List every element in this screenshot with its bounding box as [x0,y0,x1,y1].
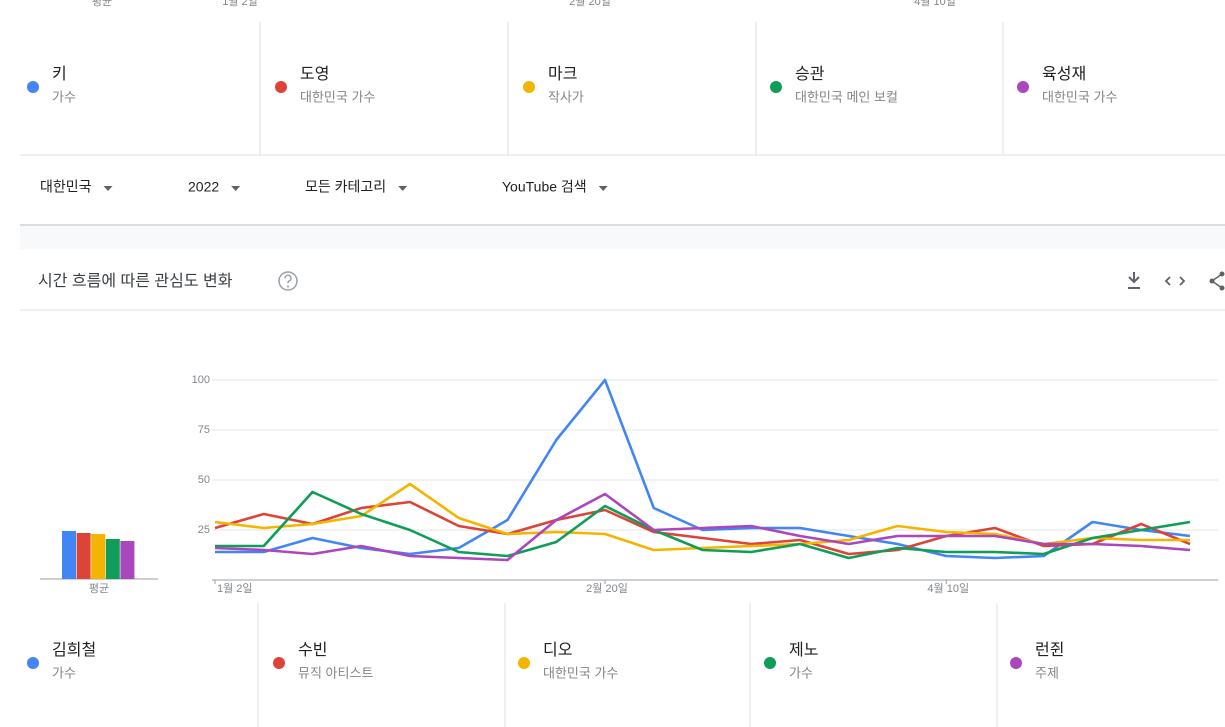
term-subtitle: 대한민국 가수 [300,89,375,104]
dropdown-arrow [398,186,408,191]
x-tick-label: 2월 20일 [586,581,628,595]
term-name: 디오 [543,641,572,659]
term-name: 런쥔 [1035,641,1064,659]
x-tick-label: 4월 10일 [927,581,969,595]
term-dot [770,81,782,93]
term-name: 제노 [789,641,818,659]
term-subtitle: 가수 [52,89,76,104]
filter-dropdown[interactable]: 2022 [188,179,219,195]
y-tick-label: 25 [198,524,210,536]
average-bar [105,539,120,579]
section-title: 시간 흐름에 따른 관심도 변화 [38,272,233,290]
y-tick-label: 75 [198,424,210,436]
series-line [215,378,1191,560]
term-dot [518,657,530,669]
download-icon[interactable] [1128,272,1140,289]
dropdown-arrow [598,186,608,191]
filter-dropdown[interactable]: YouTube 검색 [502,179,587,195]
term-name: 김희철 [52,641,96,659]
series-line [214,482,1190,552]
term-name: 키 [52,65,67,83]
term-dot [1010,657,1022,669]
y-tick-label: 100 [192,374,210,386]
term-subtitle: 대한민국 메인 보컬 [795,89,898,104]
term-name: 마크 [548,65,577,83]
term-dot [27,657,39,669]
gray-band [20,225,1225,249]
term-subtitle: 대한민국 가수 [543,665,618,680]
average-bar [120,541,135,579]
average-bar [76,533,91,579]
series-line [215,490,1191,560]
y-tick-label: 50 [198,474,210,486]
average-bar [91,534,106,579]
term-dot [1017,81,1029,93]
x-tick-label: 1월 2일 [217,581,253,595]
term-dot [273,657,285,669]
term-dot [275,81,287,93]
help-icon[interactable] [278,271,298,291]
dropdown-arrow [103,186,113,191]
x-tick-label: 2월 20일 [569,0,611,8]
term-subtitle: 뮤직 아티스트 [298,665,373,680]
x-tick-label: 1월 2일 [222,0,258,8]
term-dot [27,81,39,93]
term-name: 수빈 [298,641,327,659]
term-subtitle: 가수 [52,665,76,680]
x-tick-label: 4월 10일 [914,0,956,8]
term-dot [764,657,776,669]
share-icon[interactable] [1209,271,1225,291]
average-label: 평균 [92,0,112,8]
embed-icon[interactable] [1164,276,1186,286]
series-line [214,492,1191,562]
term-name: 승관 [795,65,825,83]
term-subtitle: 가수 [789,665,813,680]
filter-dropdown[interactable]: 대한민국 [40,179,92,195]
filter-dropdown[interactable]: 모든 카테고리 [305,179,386,195]
dropdown-arrow [231,186,241,191]
average-label: 평균 [89,582,109,595]
term-subtitle: 주제 [1035,665,1059,680]
term-name: 도영 [300,65,329,83]
term-subtitle: 작사가 [548,89,584,104]
average-bar [62,531,76,579]
term-dot [523,81,535,93]
term-subtitle: 대한민국 가수 [1042,89,1117,104]
term-name: 육성재 [1042,65,1086,83]
